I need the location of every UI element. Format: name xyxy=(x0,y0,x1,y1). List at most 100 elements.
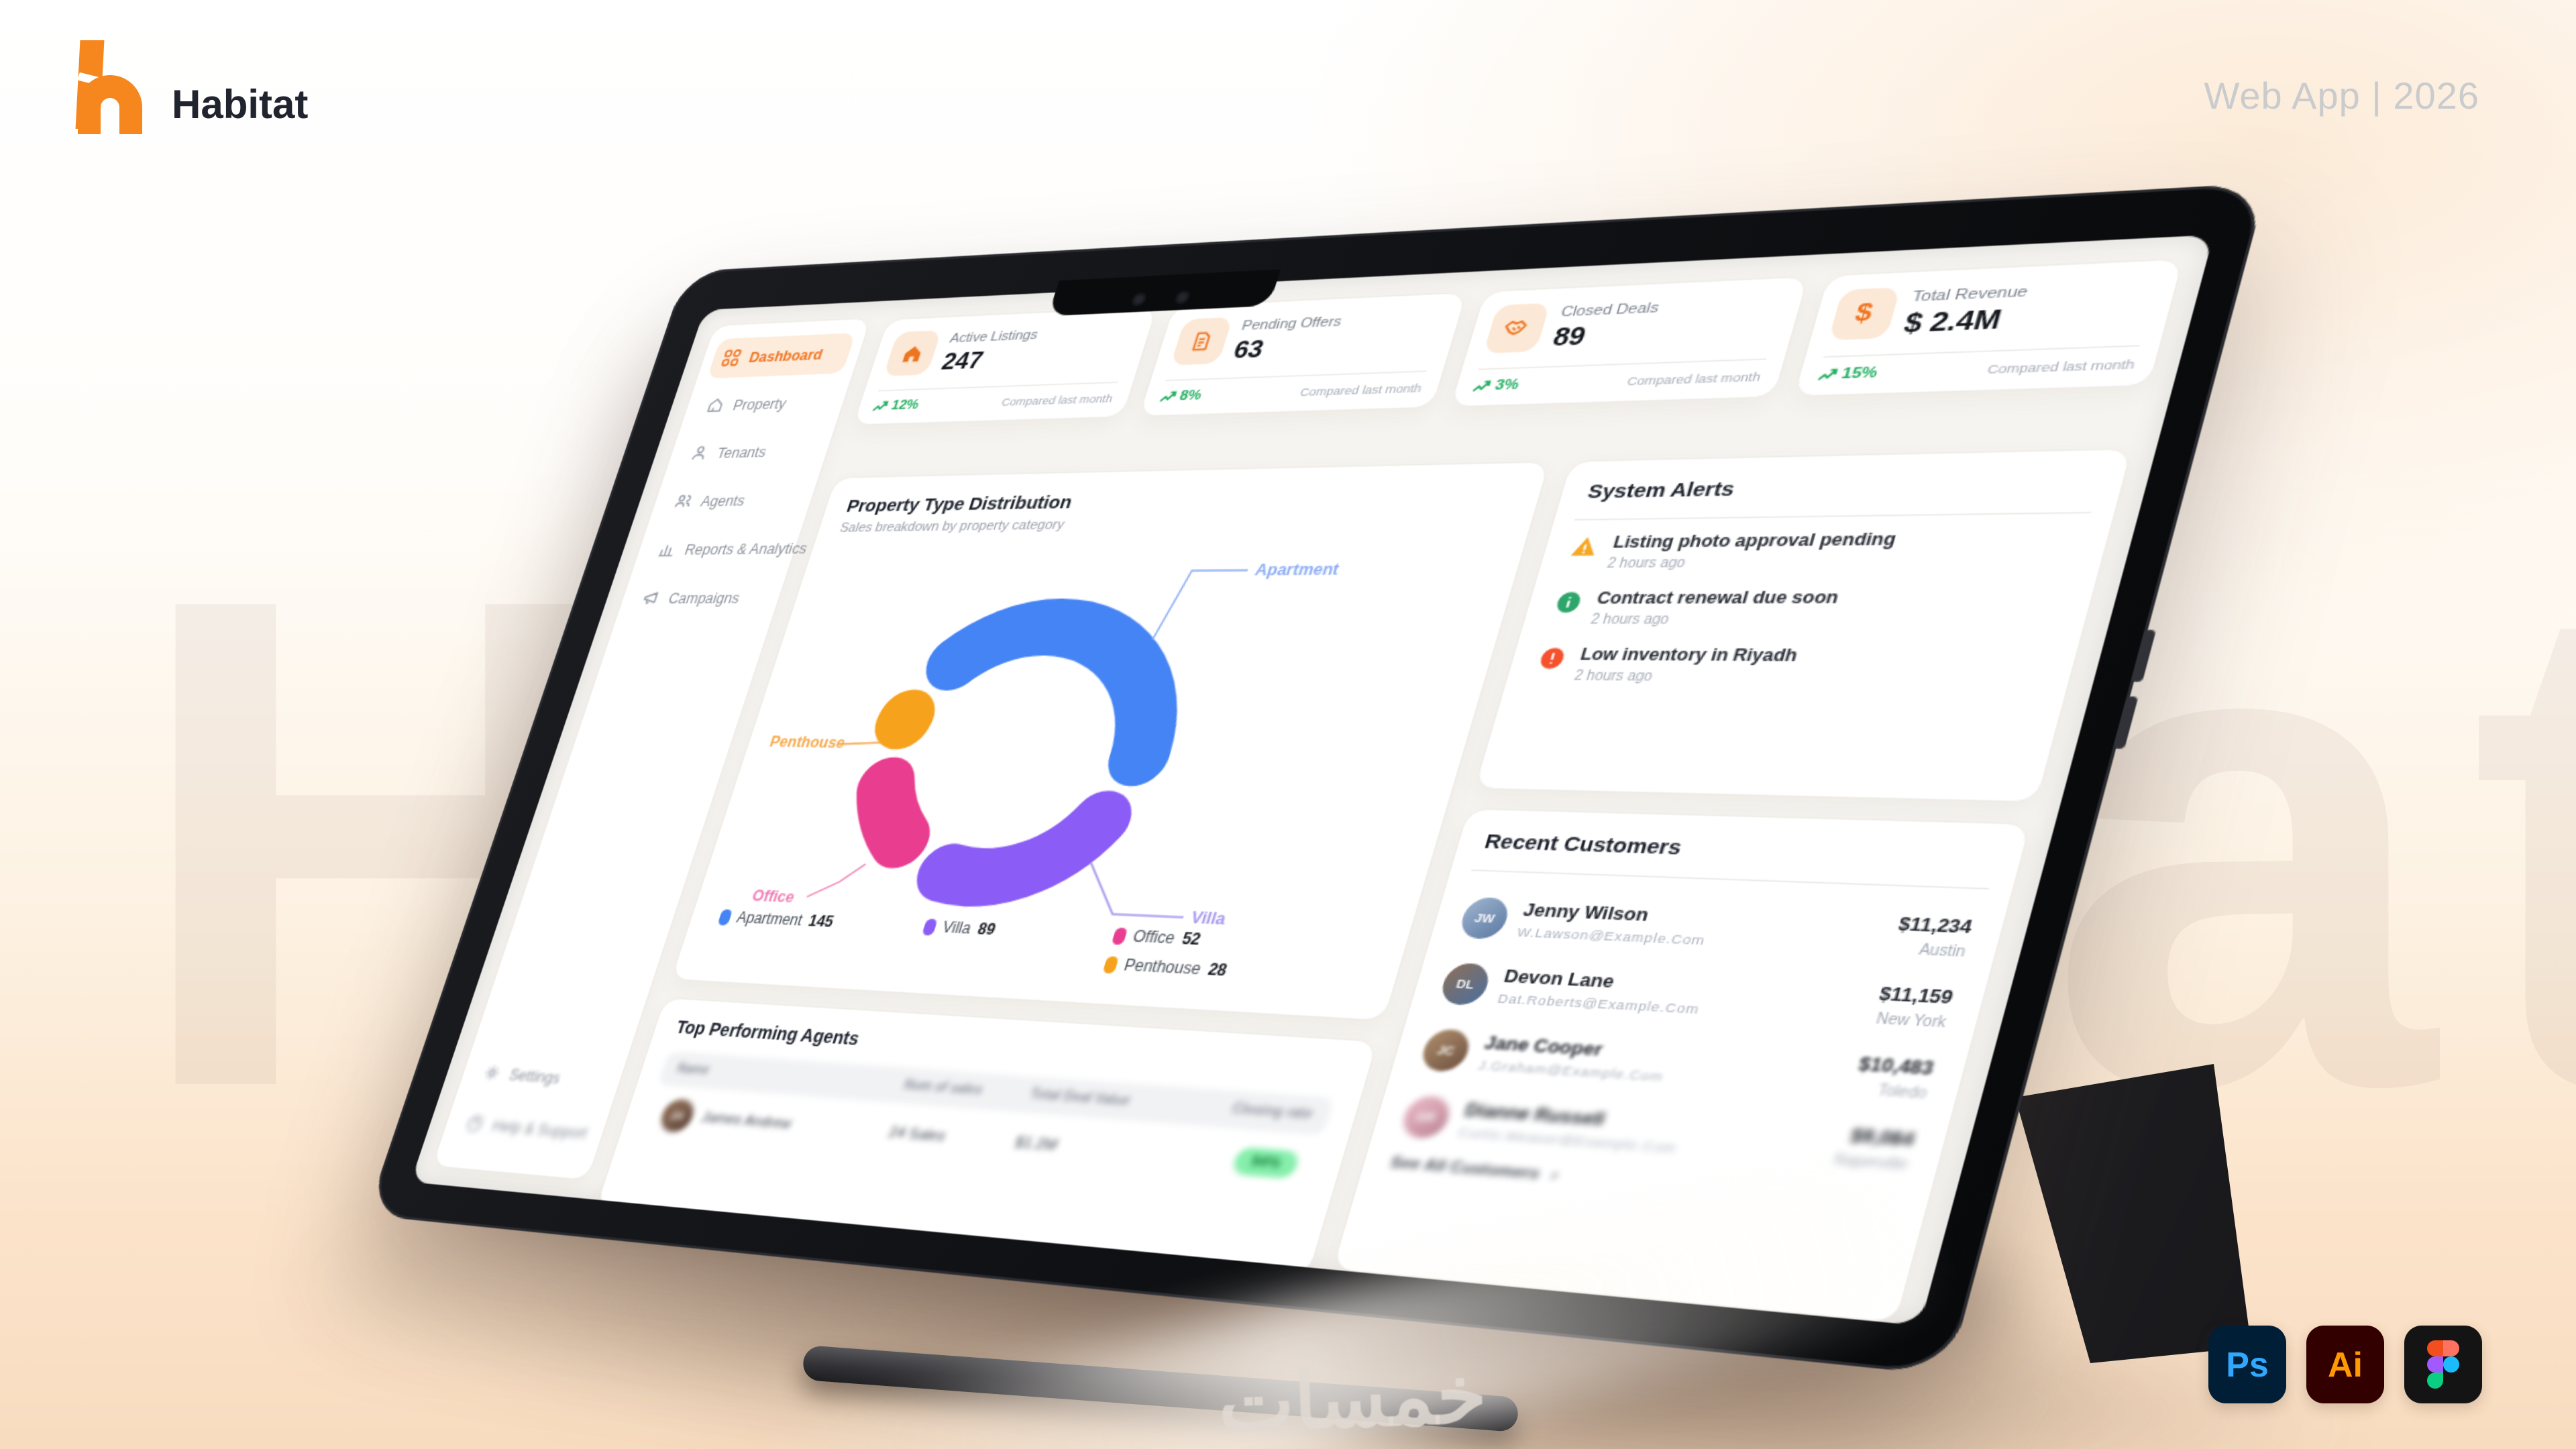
people-icon xyxy=(672,492,694,510)
legend-label: Office xyxy=(1130,927,1177,948)
stat-title: Pending Offers xyxy=(1239,315,1344,334)
stat-note: Compared last month xyxy=(1000,392,1115,409)
customer-city: Toledo xyxy=(1875,1083,1929,1103)
bar-chart-icon xyxy=(656,541,678,558)
column-header: Num of sales xyxy=(902,1078,985,1099)
sidebar-item-label: Campaigns xyxy=(666,590,743,606)
trend-up-icon xyxy=(871,400,889,413)
sidebar-item-dashboard[interactable]: Dashboard xyxy=(706,333,856,379)
stat-change: 3% xyxy=(1493,377,1521,394)
sidebar-item-tenants[interactable]: Tenants xyxy=(675,430,824,474)
stat-card-total-revenue: $ Total Revenue $ 2.4M 15% Compared last… xyxy=(1791,258,2185,397)
closing-rate-badge: 94% xyxy=(1230,1146,1301,1179)
home-icon xyxy=(704,396,727,414)
sidebar-item-reports-analytics[interactable]: Reports & Analytics xyxy=(643,528,810,570)
alert-text: Contract renewal due soon xyxy=(1595,588,1841,608)
error-circle-icon xyxy=(1538,648,1566,669)
agent-deal-value: $1.2M xyxy=(1012,1134,1059,1155)
file-icon xyxy=(1169,317,1232,366)
stat-value: 89 xyxy=(1549,323,1589,353)
legend-label: Villa xyxy=(940,918,974,938)
stat-card-pending-offers: Pending Offers 63 8% Compared last month xyxy=(1137,291,1468,417)
alert-item[interactable]: Low inventory in Riyadh 2 hours ago xyxy=(1532,645,2047,688)
figma-icon xyxy=(2404,1326,2482,1403)
legend-value: 145 xyxy=(806,912,836,931)
gear-icon xyxy=(481,1063,503,1083)
stat-change: 15% xyxy=(1839,365,1880,382)
stat-value: 247 xyxy=(938,347,986,376)
sidebar-item-settings[interactable]: Settings xyxy=(467,1051,616,1104)
home-icon xyxy=(883,330,942,376)
column-header: Total Deal Value xyxy=(1028,1087,1132,1110)
sidebar-item-property[interactable]: Property xyxy=(691,381,840,426)
sidebar-item-label: Help & Support xyxy=(490,1116,590,1142)
front-camera-icon xyxy=(1131,294,1146,305)
dollar-icon: $ xyxy=(1827,287,1900,341)
dollar-glyph: $ xyxy=(1851,299,1876,328)
info-circle-icon xyxy=(1554,592,1583,613)
see-all-label: See All Customers xyxy=(1388,1155,1542,1183)
sidebar-item-agents[interactable]: Agents xyxy=(659,479,808,522)
illustrator-icon: Ai xyxy=(2306,1326,2384,1403)
stat-title: Active Listings xyxy=(948,328,1040,346)
avatar: DR xyxy=(1398,1094,1454,1140)
handshake-icon xyxy=(1483,303,1551,354)
habitat-logo-icon xyxy=(70,40,153,134)
stat-card-closed-deals: Closed Deals 89 3% Compared last month xyxy=(1449,276,1809,408)
customer-city: New York xyxy=(1874,1012,1948,1032)
alert-item[interactable]: Listing photo approval pending 2 hours a… xyxy=(1564,527,2080,572)
stat-card-active-listings: Active Listings 247 12% Compared last mo… xyxy=(852,306,1158,426)
sidebar-item-label: Property xyxy=(731,395,789,413)
avatar: DL xyxy=(1438,962,1493,1006)
customer-amount: $9,084 xyxy=(1848,1125,1917,1150)
customer-amount: $11,234 xyxy=(1896,914,1975,938)
agent-name: James Andrew xyxy=(699,1110,794,1133)
stat-note: Compared last month xyxy=(1298,381,1424,400)
legend-value: 52 xyxy=(1179,929,1203,949)
system-alerts-card: System Alerts Listing photo approval pen… xyxy=(1473,447,2133,803)
stat-note: Compared last month xyxy=(1625,370,1763,389)
stat-value: $ 2.4M xyxy=(1900,305,2005,339)
person-icon xyxy=(688,445,710,462)
trend-up-icon xyxy=(1816,368,1838,382)
stat-title: Total Revenue xyxy=(1910,284,2030,306)
brand-header: Habitat xyxy=(70,40,308,134)
avatar: JA xyxy=(657,1098,698,1134)
legend-dot xyxy=(1102,955,1120,973)
avatar: JW xyxy=(1456,896,1513,940)
sidebar-item-label: Tenants xyxy=(714,443,769,462)
sidebar-item-label: Dashboard xyxy=(747,345,825,366)
column-header: Closing rate xyxy=(1230,1102,1315,1123)
alerts-title: System Alerts xyxy=(1585,478,1737,504)
alert-time: 2 hours ago xyxy=(1605,556,1687,572)
stat-value: 63 xyxy=(1230,336,1267,365)
slice-label-penthouse: Penthouse xyxy=(767,733,848,752)
front-camera-icon xyxy=(1175,291,1190,303)
warning-triangle-icon xyxy=(1570,537,1600,556)
alert-time: 2 hours ago xyxy=(1572,669,1654,685)
sidebar-item-campaigns[interactable]: Campaigns xyxy=(627,577,775,618)
megaphone-icon xyxy=(640,590,662,607)
design-tool-badges: Ps Ai xyxy=(2208,1326,2482,1403)
sidebar-item-label: Agents xyxy=(698,492,747,510)
customer-amount: $11,159 xyxy=(1876,983,1955,1008)
help-circle-icon xyxy=(464,1114,486,1133)
customers-title: Recent Customers xyxy=(1481,830,1684,860)
alert-time: 2 hours ago xyxy=(1589,612,1671,628)
alert-text: Listing photo approval pending xyxy=(1611,529,1898,552)
sidebar-item-label: Reports & Analytics xyxy=(682,539,810,558)
chevron-right-icon: › xyxy=(1548,1167,1560,1185)
slice-label-office: Office xyxy=(749,887,797,906)
dashboard-grid-icon xyxy=(720,349,743,366)
alert-item[interactable]: Contract renewal due soon 2 hours ago xyxy=(1548,587,2064,629)
customer-amount: $10,483 xyxy=(1856,1054,1937,1079)
slice-label-apartment: Apartment xyxy=(1252,560,1342,580)
sidebar-item-help-support[interactable]: Help & Support xyxy=(450,1101,599,1155)
corner-badge: Web App | 2026 xyxy=(2204,75,2479,117)
brand-name: Habitat xyxy=(172,83,309,127)
legend-value: 28 xyxy=(1205,960,1230,980)
arabic-watermark: خمسات xyxy=(1216,1349,1489,1448)
stat-title: Closed Deals xyxy=(1558,301,1661,321)
legend-value: 89 xyxy=(975,920,998,939)
